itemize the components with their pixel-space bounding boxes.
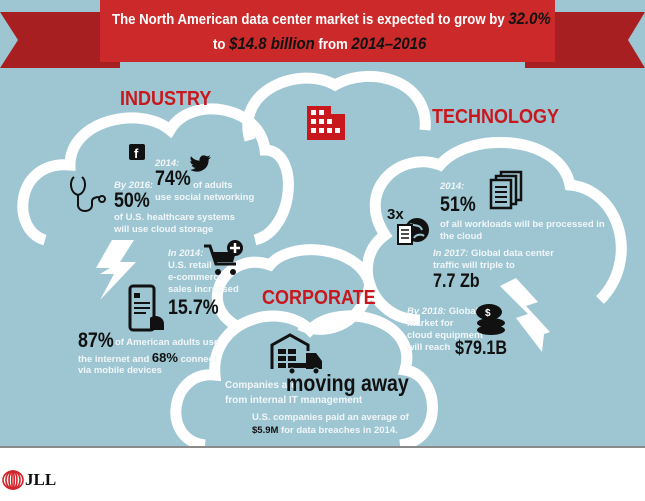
equipment-text2: market for	[407, 318, 454, 329]
social-text1: of adults	[193, 180, 233, 191]
heading-industry: INDUSTRY	[120, 88, 212, 110]
retail-value: 15.7%	[168, 296, 219, 319]
corporate-highlight: moving away	[286, 370, 409, 396]
globe-icon	[397, 218, 429, 245]
stethoscope-icon	[69, 176, 106, 212]
heading-technology: TECHNOLOGY	[432, 106, 560, 128]
retail-text1: U.S. retail	[168, 260, 212, 271]
retail-text3: sales increased	[168, 284, 239, 295]
social-year: 2014:	[155, 158, 180, 169]
heading-corporate: CORPORATE	[262, 287, 376, 309]
retail-year: In 2014:	[168, 248, 204, 259]
twitter-icon	[190, 155, 211, 172]
healthcare-text2: will use cloud storage	[114, 224, 214, 235]
documents-icon	[489, 170, 523, 210]
jll-logo-mark-icon	[2, 470, 24, 490]
healthcare-year: By 2016:	[114, 180, 154, 191]
svg-text:$: $	[485, 308, 491, 319]
mobile-text1: of American adults use	[115, 337, 220, 348]
banner-ribbon	[0, 0, 645, 68]
banner-line2: to $14.8 billion from 2014–2016	[213, 34, 427, 53]
traffic-text2: traffic will triple to	[433, 260, 515, 271]
social-value: 74%	[155, 167, 191, 190]
traffic-value: 7.7 Zb	[433, 271, 480, 292]
building-icon	[307, 106, 345, 140]
equipment-line1: By 2018: Global	[407, 306, 479, 317]
smartphone-icon	[128, 284, 164, 332]
workloads-text2: the cloud	[440, 231, 483, 242]
footer-divider	[0, 446, 645, 448]
cloud-outlines	[17, 70, 627, 446]
coins-icon: $	[476, 304, 505, 335]
traffic-multiplier: 3x	[387, 206, 404, 223]
jll-logo: JLL	[2, 470, 56, 490]
banner-line1: The North American data center market is…	[112, 9, 551, 28]
workloads-value: 51%	[440, 193, 476, 216]
mobile-line2: the internet and 68% connect	[78, 350, 218, 365]
lightning-icon	[500, 278, 550, 352]
facebook-icon: f	[129, 144, 145, 160]
retail-text2: e-commerce	[168, 272, 224, 283]
equipment-text3: cloud equipment	[407, 330, 483, 341]
equipment-value: $79.1B	[455, 338, 508, 359]
corporate-text2: from internal IT management	[225, 395, 363, 406]
svg-text:f: f	[134, 146, 139, 160]
lightning-icon	[96, 240, 136, 300]
corporate-line4: $5.9M for data breaches in 2014.	[252, 425, 398, 436]
equipment-text4: will reach	[407, 342, 451, 353]
cart-plus-icon	[204, 240, 243, 275]
corporate-text1: Companies are	[225, 380, 297, 391]
mobile-text4: via mobile devices	[78, 365, 162, 376]
healthcare-value: 50%	[114, 189, 150, 212]
healthcare-text1: of U.S. healthcare systems	[114, 212, 235, 223]
social-text2: use social networking	[155, 192, 255, 203]
mobile-value: 87%	[78, 329, 114, 352]
corporate-text3: U.S. companies paid an average of	[252, 412, 409, 423]
workloads-year: 2014:	[440, 181, 465, 192]
warehouse-truck-icon	[270, 333, 322, 375]
workloads-text1: of all workloads will be processed in	[440, 219, 605, 230]
traffic-line1: In 2017: Global data center	[433, 248, 554, 259]
